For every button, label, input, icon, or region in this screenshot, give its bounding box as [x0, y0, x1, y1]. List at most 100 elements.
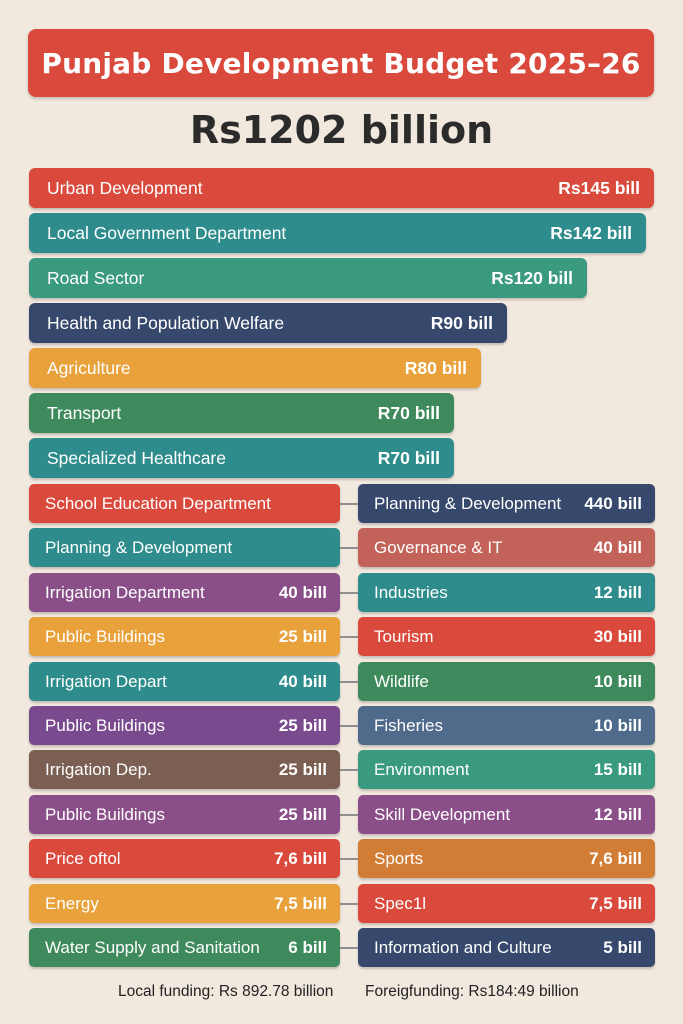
bar: Health and Population Welfare R90 bill	[29, 303, 507, 343]
right-grid-item: Spec1l 7,5 bill	[358, 884, 655, 923]
right-grid-item: Sports 7,6 bill	[358, 839, 655, 878]
item-value: 25 bill	[278, 759, 327, 779]
connector-line	[340, 547, 358, 549]
bar-value-label: R80 bill	[404, 357, 467, 378]
left-grid-item: Public Buildings 25 bill	[29, 795, 340, 834]
bar-label: Transport	[47, 402, 122, 423]
item-value: 25 bill	[278, 715, 327, 735]
bar-label: Specialized Healthcare	[47, 447, 226, 468]
bar-value-label: R70 bill	[377, 402, 440, 423]
bar-value-label: R70 bill	[377, 447, 440, 468]
item-label: Information and Culture	[374, 937, 552, 957]
right-grid-item: Industries 12 bill	[358, 573, 655, 612]
connector-line	[340, 503, 358, 505]
item-value: 40 bill	[278, 582, 327, 602]
item-label: Planning & Development	[45, 537, 233, 557]
left-grid-item: Public Buildings 25 bill	[29, 617, 340, 656]
bar-value-label: R90 bill	[430, 312, 493, 333]
item-label: School Education Department	[45, 493, 271, 513]
connector-line	[340, 725, 358, 727]
connector-line	[340, 681, 358, 683]
item-label: Energy	[45, 893, 99, 913]
bar: Road Sector Rs120 bill	[29, 258, 587, 298]
item-value: 12 bill	[593, 582, 642, 602]
item-label: Spec1l	[374, 893, 426, 913]
item-label: Public Buildings	[45, 715, 166, 735]
item-label: Irrigation Dep.	[45, 759, 152, 779]
right-grid-item: Fisheries 10 bill	[358, 706, 655, 745]
left-grid-item: School Education Department	[29, 484, 340, 523]
local-funding: Local funding: Rs 892.78 billion	[118, 983, 334, 1000]
item-label: Fisheries	[374, 715, 443, 735]
item-label: Governance & IT	[374, 537, 503, 557]
right-grid-item: Skill Development 12 bill	[358, 795, 655, 834]
connector-line	[340, 858, 358, 860]
foreign-funding: Foreigfunding: Rs184:49 billion	[365, 983, 579, 1000]
item-label: Public Buildings	[45, 626, 166, 646]
connector-line	[340, 592, 358, 594]
item-label: Water Supply and Sanitation	[45, 937, 260, 957]
item-value: 40 bill	[278, 671, 327, 691]
item-value: 15 bill	[593, 759, 642, 779]
bar-label: Agriculture	[47, 357, 131, 378]
item-value: 30 bill	[593, 626, 642, 646]
bar-value-label: Rs120 bill	[491, 267, 573, 288]
item-value: 10 bill	[593, 715, 642, 735]
item-label: Environment	[374, 759, 470, 779]
right-grid-item: Governance & IT 40 bill	[358, 528, 655, 567]
right-grid-item: Information and Culture 5 bill	[358, 928, 655, 967]
item-value: 440 bill	[584, 493, 642, 513]
item-label: Wildlife	[374, 671, 429, 691]
connector-line	[340, 903, 358, 905]
total-budget: Rs1202 billion	[189, 108, 494, 152]
item-value: 7,5 bill	[274, 893, 327, 913]
left-grid-item: Irrigation Dep. 25 bill	[29, 750, 340, 789]
bar: Transport R70 bill	[29, 393, 454, 433]
item-value: 7,6 bill	[589, 848, 642, 868]
bar-label: Road Sector	[47, 267, 145, 288]
item-value: 40 bill	[593, 537, 642, 557]
bar: Specialized Healthcare R70 bill	[29, 438, 454, 478]
left-grid-item: Price oftol 7,6 bill	[29, 839, 340, 878]
item-label: Industries	[374, 582, 448, 602]
item-label: Tourism	[374, 626, 434, 646]
left-grid-item: Irrigation Department 40 bill	[29, 573, 340, 612]
connector-line	[340, 814, 358, 816]
bar: Agriculture R80 bill	[29, 348, 481, 388]
right-grid-item: Wildlife 10 bill	[358, 662, 655, 701]
chart-title: Punjab Development Budget 2025–26	[41, 46, 641, 80]
bar-label: Health and Population Welfare	[47, 312, 285, 333]
item-label: Irrigation Depart	[45, 671, 167, 691]
item-value: 25 bill	[278, 626, 327, 646]
right-grid-item: Tourism 30 bill	[358, 617, 655, 656]
item-value: 5 bill	[603, 937, 642, 957]
item-value: 10 bill	[593, 671, 642, 691]
bar-label: Local Government Department	[47, 222, 287, 243]
item-label: Public Buildings	[45, 804, 166, 824]
left-grid-item: Energy 7,5 bill	[29, 884, 340, 923]
item-label: Sports	[374, 848, 424, 868]
left-grid-item: Planning & Development	[29, 528, 340, 567]
item-value: 6 bill	[288, 937, 327, 957]
bar-label: Urban Development	[47, 177, 203, 198]
connector-line	[340, 947, 358, 949]
right-grid-item: Planning & Development 440 bill	[358, 484, 655, 523]
bar: Local Government Department Rs142 bill	[29, 213, 646, 253]
bar-value-label: Rs142 bill	[550, 222, 632, 243]
connector-line	[340, 636, 358, 638]
title-banner: Punjab Development Budget 2025–26	[28, 29, 654, 97]
connector-line	[340, 769, 358, 771]
funding-footer: Local funding: Rs 892.78 billion Foreigf…	[0, 983, 683, 1003]
item-value: 25 bill	[278, 804, 327, 824]
item-label: Irrigation Department	[45, 582, 205, 602]
item-value: 12 bill	[593, 804, 642, 824]
item-label: Skill Development	[374, 804, 511, 824]
item-label: Planning & Development	[374, 493, 562, 513]
left-grid-item: Irrigation Depart 40 bill	[29, 662, 340, 701]
left-grid-item: Public Buildings 25 bill	[29, 706, 340, 745]
bar-value-label: Rs145 bill	[558, 177, 640, 198]
item-value: 7,5 bill	[589, 893, 642, 913]
left-grid-item: Water Supply and Sanitation 6 bill	[29, 928, 340, 967]
item-label: Price oftol	[45, 848, 121, 868]
item-value: 7,6 bill	[274, 848, 327, 868]
